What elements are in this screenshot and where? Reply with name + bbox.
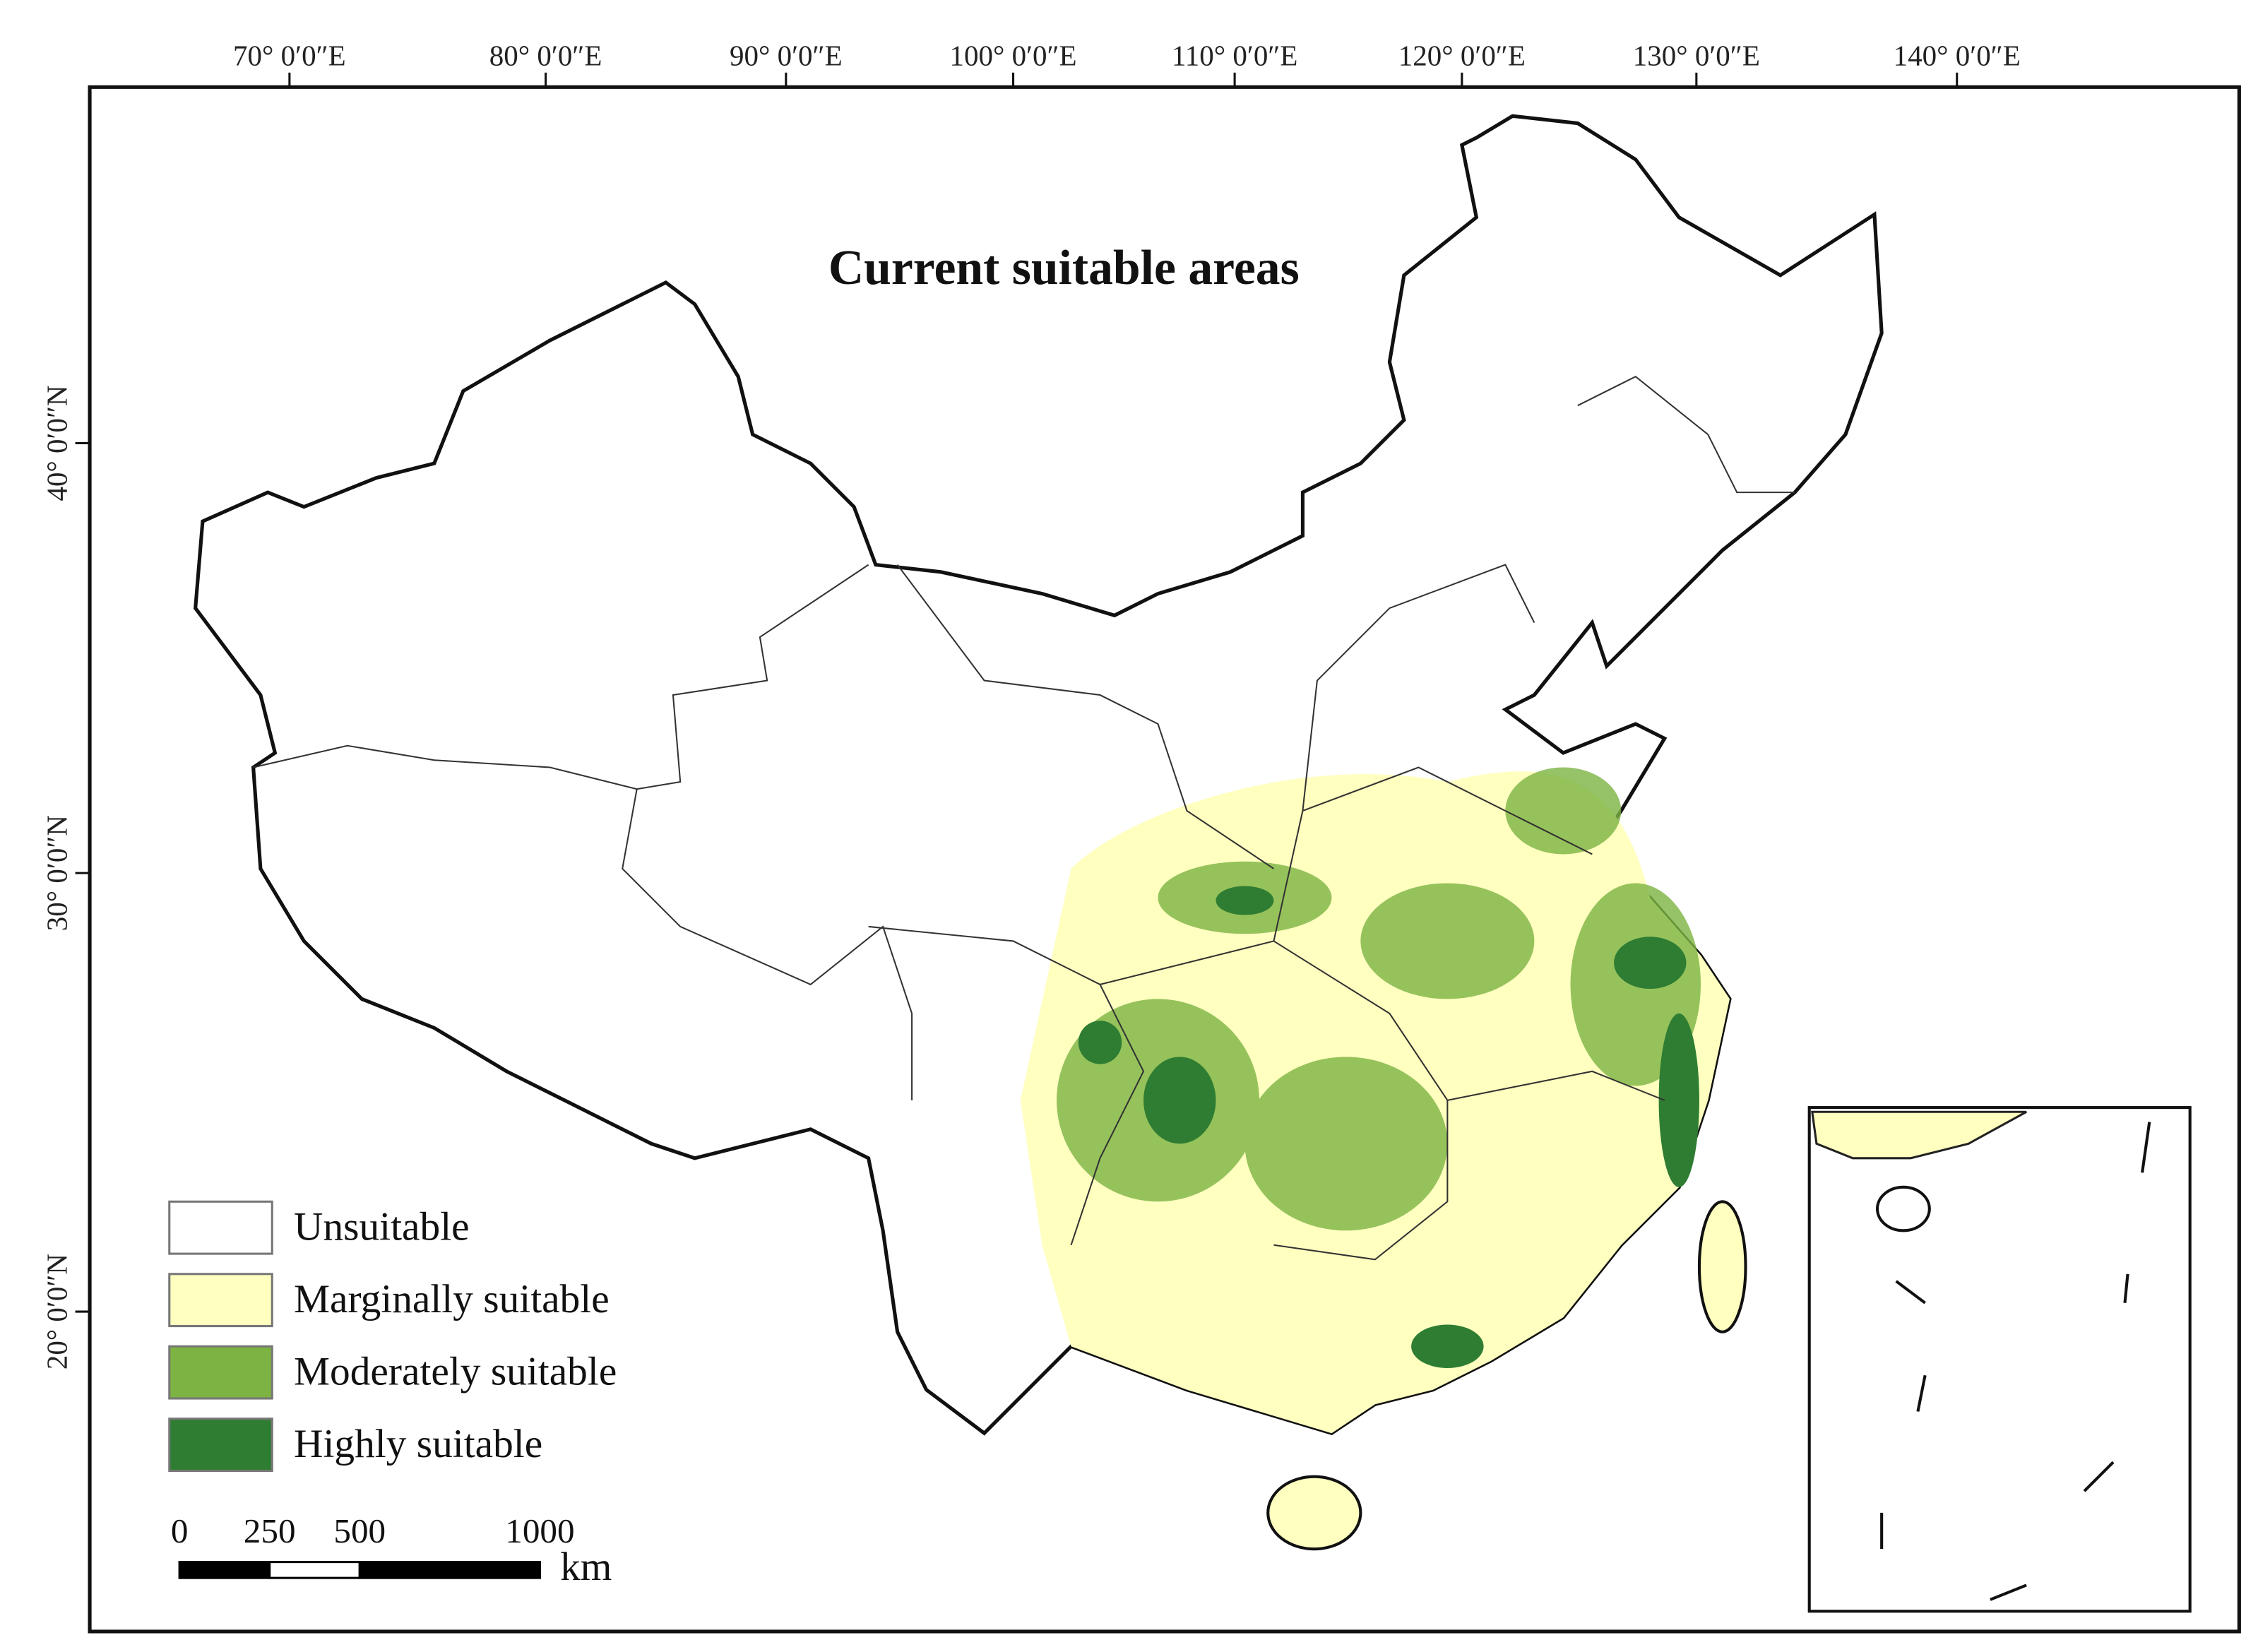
legend-swatch: [168, 1200, 273, 1255]
scale-label: 1000: [505, 1511, 574, 1550]
scale-segment: [358, 1561, 541, 1579]
hainan: [1266, 1475, 1362, 1551]
map-title: Current suitable areas: [828, 241, 1300, 295]
taiwan: [1697, 1200, 1747, 1333]
latitude-label: 40° 0′0″N: [40, 385, 73, 501]
legend-label: Highly suitable: [294, 1422, 542, 1466]
longitude-label: 120° 0′0″E: [1398, 40, 1526, 72]
latitude-label: 20° 0′0″N: [40, 1254, 73, 1369]
longitude-label: 140° 0′0″E: [1894, 40, 2021, 72]
longitude-label: 70° 0′0″E: [233, 40, 346, 72]
legend-label: Moderately suitable: [294, 1349, 617, 1393]
longitude-label: 80° 0′0″E: [489, 40, 602, 72]
scale-unit: km: [560, 1545, 612, 1589]
legend-swatch: [168, 1418, 273, 1473]
map-country: [194, 114, 1884, 1551]
longitude-label: 100° 0′0″E: [949, 40, 1076, 72]
high-zone: [1078, 886, 1699, 1368]
scale-label: 250: [244, 1511, 296, 1550]
latitude-ticks: 40° 0′0″N 30° 0′0″N 20° 0′0″N: [40, 385, 90, 1369]
longitude-ticks: 70° 0′0″E 80° 0′0″E 90° 0′0″E 100° 0′0″E 110…: [233, 40, 2021, 88]
scale-label: 0: [171, 1511, 189, 1550]
latitude-label: 30° 0′0″N: [40, 815, 73, 931]
legend-label: Unsuitable: [294, 1204, 470, 1249]
legend-swatch: [168, 1273, 273, 1328]
legend-swatch: [168, 1345, 273, 1400]
legend-label: Marginally suitable: [294, 1277, 610, 1321]
longitude-label: 90° 0′0″E: [730, 40, 843, 72]
longitude-label: 130° 0′0″E: [1633, 40, 1760, 72]
province-borders: [253, 375, 1795, 1261]
legend: Unsuitable Marginally suitable Moderately …: [168, 1200, 617, 1473]
inset: [1807, 1106, 2192, 1613]
scale-label: 500: [333, 1511, 386, 1550]
longitude-label: 110° 0′0″E: [1172, 40, 1298, 72]
scale-segment: [178, 1561, 271, 1579]
scale-segment: [268, 1561, 361, 1579]
